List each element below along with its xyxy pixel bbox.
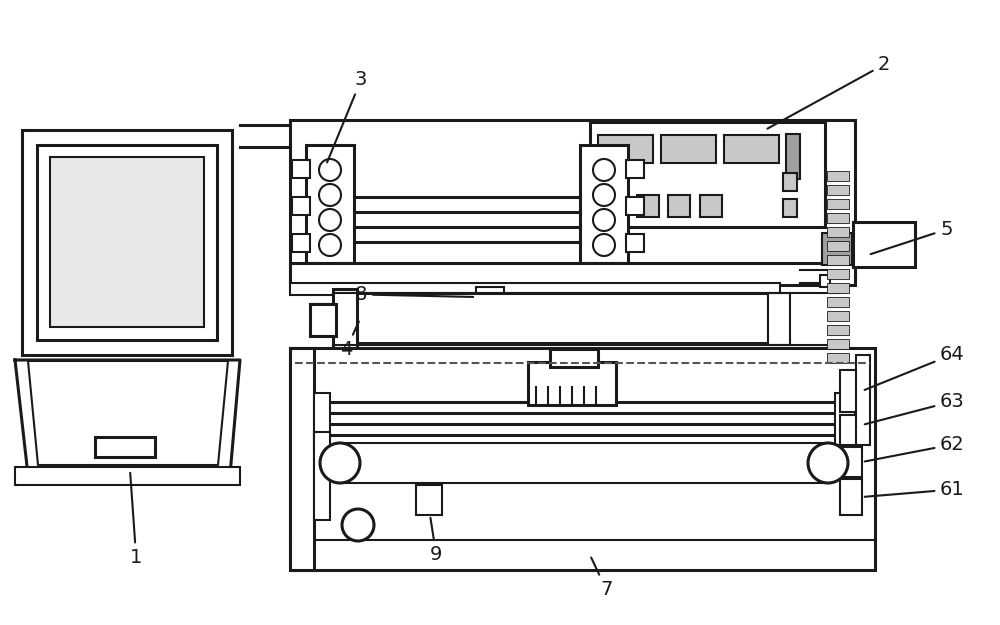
- Bar: [476, 287, 504, 307]
- Bar: [786, 134, 800, 179]
- Text: 64: 64: [865, 345, 965, 390]
- Polygon shape: [28, 361, 228, 465]
- Bar: [827, 241, 849, 251]
- Bar: [600, 195, 628, 217]
- Bar: [840, 415, 862, 445]
- Bar: [827, 297, 849, 307]
- Bar: [783, 199, 797, 217]
- Bar: [626, 234, 644, 252]
- Bar: [724, 135, 779, 163]
- Bar: [822, 233, 852, 265]
- Bar: [333, 289, 357, 349]
- Polygon shape: [15, 360, 240, 475]
- Bar: [783, 173, 797, 191]
- Bar: [827, 213, 849, 223]
- Bar: [314, 393, 330, 445]
- Circle shape: [320, 443, 360, 483]
- Text: 5: 5: [871, 220, 952, 254]
- Bar: [827, 255, 849, 265]
- Text: 7: 7: [591, 558, 612, 599]
- Bar: [637, 195, 659, 217]
- Bar: [827, 171, 849, 181]
- Circle shape: [342, 509, 374, 541]
- Text: 63: 63: [865, 392, 965, 424]
- Text: 8: 8: [355, 285, 473, 304]
- Bar: [598, 135, 653, 163]
- Circle shape: [319, 159, 341, 181]
- Bar: [856, 355, 870, 445]
- Bar: [50, 157, 204, 327]
- Text: 9: 9: [430, 518, 442, 564]
- Text: 3: 3: [327, 70, 367, 162]
- Bar: [15, 467, 240, 485]
- Bar: [416, 485, 442, 515]
- Bar: [840, 447, 862, 477]
- Bar: [626, 160, 644, 178]
- Bar: [292, 234, 310, 252]
- Bar: [827, 353, 849, 363]
- Bar: [580, 145, 628, 263]
- Bar: [827, 339, 849, 349]
- Circle shape: [593, 184, 615, 206]
- Bar: [37, 145, 217, 340]
- Bar: [853, 222, 915, 267]
- Bar: [306, 145, 354, 263]
- Bar: [827, 199, 849, 209]
- Text: 2: 2: [767, 55, 890, 129]
- Bar: [668, 195, 690, 217]
- Circle shape: [593, 159, 615, 181]
- Text: 4: 4: [340, 321, 359, 359]
- Bar: [768, 293, 790, 345]
- Bar: [353, 293, 768, 343]
- Text: 61: 61: [865, 480, 965, 499]
- Bar: [827, 283, 849, 293]
- Bar: [290, 263, 855, 285]
- Bar: [290, 283, 780, 295]
- Bar: [290, 348, 875, 570]
- Circle shape: [593, 209, 615, 231]
- Bar: [626, 197, 644, 215]
- Bar: [820, 275, 830, 287]
- Bar: [314, 432, 330, 520]
- Bar: [95, 437, 155, 457]
- Bar: [310, 304, 336, 336]
- Bar: [700, 195, 722, 217]
- Bar: [290, 120, 855, 280]
- Bar: [827, 311, 849, 321]
- Text: 62: 62: [865, 435, 965, 461]
- Bar: [827, 325, 849, 335]
- Bar: [550, 349, 598, 367]
- Bar: [840, 370, 862, 412]
- Circle shape: [319, 234, 341, 256]
- Bar: [827, 269, 849, 279]
- Bar: [827, 227, 849, 237]
- Text: 1: 1: [130, 472, 142, 567]
- Bar: [22, 130, 232, 355]
- Bar: [292, 160, 310, 178]
- Circle shape: [808, 443, 848, 483]
- Bar: [840, 479, 862, 515]
- Bar: [290, 348, 314, 570]
- Bar: [827, 185, 849, 195]
- Bar: [590, 122, 825, 227]
- Bar: [661, 135, 716, 163]
- Bar: [835, 393, 855, 445]
- Bar: [528, 362, 616, 405]
- Circle shape: [319, 209, 341, 231]
- Circle shape: [319, 184, 341, 206]
- Circle shape: [593, 234, 615, 256]
- Bar: [292, 197, 310, 215]
